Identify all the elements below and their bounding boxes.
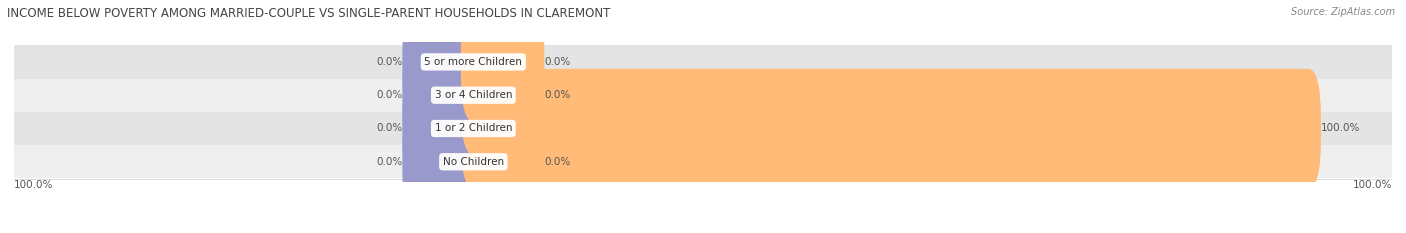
FancyBboxPatch shape — [14, 79, 1392, 112]
Text: No Children: No Children — [443, 157, 503, 167]
FancyBboxPatch shape — [14, 112, 1392, 145]
Text: 5 or more Children: 5 or more Children — [425, 57, 522, 67]
Text: 100.0%: 100.0% — [14, 180, 53, 190]
Text: Source: ZipAtlas.com: Source: ZipAtlas.com — [1291, 7, 1395, 17]
FancyBboxPatch shape — [14, 145, 1392, 178]
Text: 0.0%: 0.0% — [377, 57, 402, 67]
FancyBboxPatch shape — [402, 102, 486, 221]
FancyBboxPatch shape — [402, 36, 486, 155]
Text: 100.0%: 100.0% — [1353, 180, 1392, 190]
FancyBboxPatch shape — [402, 69, 486, 188]
FancyBboxPatch shape — [461, 2, 544, 121]
FancyBboxPatch shape — [461, 69, 1322, 188]
Text: 0.0%: 0.0% — [544, 90, 571, 100]
Text: 0.0%: 0.0% — [544, 57, 571, 67]
Text: 1 or 2 Children: 1 or 2 Children — [434, 123, 512, 134]
FancyBboxPatch shape — [461, 36, 544, 155]
FancyBboxPatch shape — [14, 45, 1392, 79]
FancyBboxPatch shape — [461, 102, 544, 221]
Text: INCOME BELOW POVERTY AMONG MARRIED-COUPLE VS SINGLE-PARENT HOUSEHOLDS IN CLAREMO: INCOME BELOW POVERTY AMONG MARRIED-COUPL… — [7, 7, 610, 20]
FancyBboxPatch shape — [402, 2, 486, 121]
Text: 0.0%: 0.0% — [377, 90, 402, 100]
Text: 0.0%: 0.0% — [377, 123, 402, 134]
Text: 3 or 4 Children: 3 or 4 Children — [434, 90, 512, 100]
Text: 0.0%: 0.0% — [544, 157, 571, 167]
Text: 0.0%: 0.0% — [377, 157, 402, 167]
Text: 100.0%: 100.0% — [1322, 123, 1361, 134]
